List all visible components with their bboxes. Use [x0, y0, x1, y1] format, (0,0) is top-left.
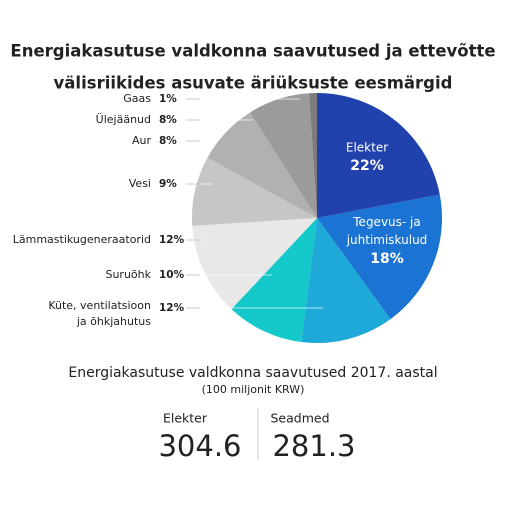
stat-label: Seadmed: [270, 411, 329, 426]
slice-label: Lämmastikugeneraatorid: [13, 233, 151, 246]
value-label: 9%: [159, 178, 177, 190]
slice-label: Tegevus- ja juhtimiskulud: [346, 215, 428, 247]
value-label: 18%: [370, 251, 404, 267]
pie-slice: [250, 93, 317, 218]
pie-slice: [192, 218, 317, 310]
value-label: 22%: [350, 158, 384, 174]
value-label: 8%: [159, 114, 177, 126]
stat-label: Elekter: [163, 411, 208, 426]
pie-slice: [317, 93, 440, 218]
pie-slice: [309, 93, 317, 218]
value-label: 1%: [159, 93, 177, 105]
slice-label: Ülejäänud: [96, 113, 151, 126]
stat-value: 281.3: [272, 429, 355, 463]
slice-label: Aur: [132, 134, 151, 147]
pie-slice: [301, 218, 391, 343]
pie-slice: [207, 112, 317, 218]
value-label: 12%: [159, 234, 185, 246]
stat-value: 304.6: [158, 429, 241, 463]
value-label: 10%: [159, 269, 185, 281]
value-label: 8%: [159, 135, 177, 147]
slice-label: Suruõhk: [105, 268, 151, 281]
summary-subtitle: (100 miljonit KRW): [202, 383, 305, 396]
slice-label: Elekter: [346, 141, 388, 155]
pie: [192, 93, 442, 343]
chart-title: välisriikides asuvate äriüksuste eesmärg…: [54, 74, 453, 93]
slice-label: Vesi: [129, 177, 151, 190]
pie-slice: [317, 194, 442, 320]
pie-slice: [231, 218, 317, 343]
slice-label: Küte, ventilatsioon ja õhkjahutus: [48, 299, 151, 328]
summary-title: Energiakasutuse valdkonna saavutused 201…: [68, 365, 437, 381]
chart-title: Energiakasutuse valdkonna saavutused ja …: [10, 42, 495, 61]
slice-label: Gaas: [123, 92, 151, 105]
pie-slice: [192, 157, 317, 226]
value-label: 12%: [159, 302, 185, 314]
